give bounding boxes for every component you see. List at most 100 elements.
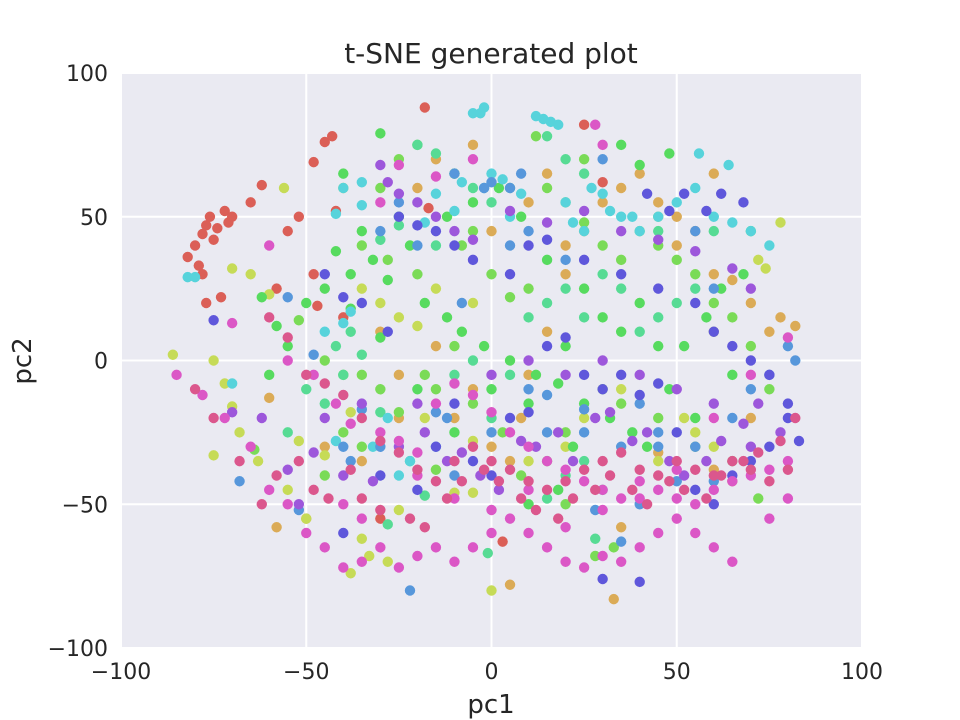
- data-point: [393, 407, 405, 418]
- data-point: [727, 217, 738, 228]
- data-point: [597, 197, 608, 208]
- data-point: [567, 441, 579, 452]
- data-point: [627, 484, 638, 496]
- data-point: [393, 197, 405, 208]
- data-point: [745, 355, 757, 366]
- data-point: [404, 240, 416, 251]
- data-point: [423, 202, 434, 214]
- data-point: [271, 470, 282, 481]
- data-point: [608, 593, 619, 605]
- data-point: [678, 484, 690, 496]
- data-point: [523, 197, 534, 208]
- data-point: [541, 427, 553, 438]
- data-point: [738, 418, 749, 429]
- data-point: [486, 197, 497, 208]
- data-point: [560, 441, 571, 452]
- data-point: [634, 476, 645, 487]
- data-point: [578, 154, 590, 165]
- data-point: [478, 102, 490, 113]
- data-point: [504, 579, 516, 590]
- data-point: [727, 476, 738, 487]
- data-point: [690, 225, 701, 237]
- x-tick-label: −50: [283, 660, 329, 685]
- data-point: [449, 168, 460, 179]
- data-point: [234, 476, 245, 487]
- data-point: [653, 527, 664, 539]
- data-point: [634, 297, 645, 309]
- data-point: [245, 269, 256, 280]
- data-point: [338, 527, 349, 539]
- data-point: [541, 340, 553, 352]
- data-point: [486, 427, 497, 438]
- data-point: [523, 369, 534, 381]
- data-point: [671, 464, 682, 475]
- data-point: [745, 340, 757, 352]
- data-point: [345, 326, 356, 337]
- data-point: [560, 254, 571, 266]
- data-point: [653, 211, 664, 222]
- data-point: [727, 312, 738, 323]
- data-point: [515, 470, 527, 481]
- data-point: [338, 292, 349, 303]
- data-point: [578, 369, 590, 381]
- data-point: [523, 398, 534, 409]
- data-point: [753, 493, 764, 504]
- data-point: [708, 168, 719, 179]
- data-point: [552, 119, 564, 130]
- data-point: [226, 317, 238, 329]
- data-point: [671, 513, 682, 524]
- data-point: [256, 412, 267, 424]
- data-point: [560, 283, 571, 294]
- data-point: [775, 435, 786, 447]
- data-point: [293, 435, 305, 447]
- data-point: [319, 283, 330, 294]
- data-point: [319, 542, 330, 553]
- data-point: [430, 384, 442, 395]
- data-point: [449, 427, 460, 438]
- y-tick-label: −50: [62, 493, 108, 518]
- data-point: [597, 312, 608, 323]
- data-point: [708, 225, 719, 237]
- data-point: [412, 220, 423, 231]
- data-point: [708, 542, 719, 553]
- data-point: [541, 182, 553, 194]
- data-point: [375, 542, 386, 553]
- data-point: [708, 484, 719, 496]
- data-point: [393, 312, 405, 323]
- data-point: [690, 441, 701, 452]
- data-point: [449, 225, 460, 237]
- data-point: [782, 412, 794, 424]
- data-point: [708, 269, 719, 280]
- data-point: [560, 197, 571, 208]
- data-point: [264, 312, 275, 323]
- data-point: [301, 527, 312, 539]
- data-point: [597, 154, 608, 165]
- data-point: [753, 398, 764, 409]
- data-point: [504, 455, 516, 467]
- data-point: [256, 292, 267, 303]
- data-point: [356, 240, 368, 251]
- data-point: [449, 398, 460, 409]
- data-point: [430, 407, 442, 418]
- data-point: [567, 217, 579, 228]
- data-point: [197, 389, 208, 401]
- data-point: [467, 355, 479, 366]
- data-point: [653, 197, 664, 208]
- data-point: [449, 493, 460, 504]
- data-point: [615, 384, 627, 395]
- data-point: [215, 292, 227, 303]
- data-point: [189, 271, 201, 283]
- data-point: [597, 139, 608, 151]
- data-point: [690, 499, 701, 510]
- data-point: [497, 174, 508, 185]
- data-point: [764, 464, 775, 475]
- data-point: [515, 188, 527, 199]
- data-point: [193, 260, 205, 271]
- data-point: [226, 407, 238, 418]
- data-point: [504, 269, 516, 280]
- data-point: [271, 522, 282, 533]
- data-point: [671, 384, 682, 395]
- data-point: [523, 240, 534, 251]
- data-point: [504, 427, 516, 438]
- data-point: [478, 182, 490, 194]
